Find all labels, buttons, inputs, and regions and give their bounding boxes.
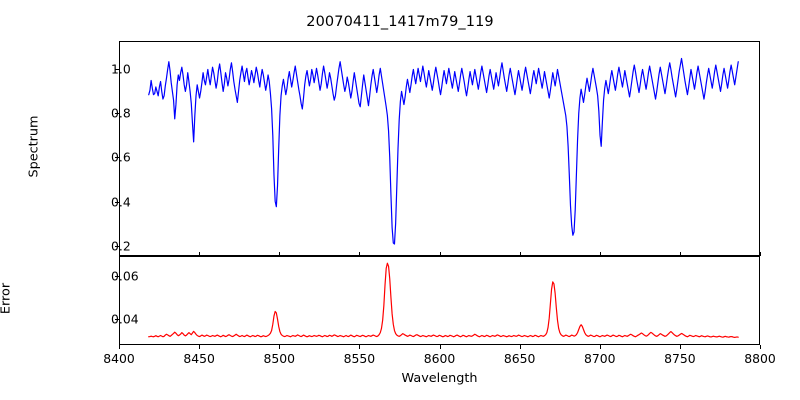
xtick-mark-upper xyxy=(760,252,762,256)
xtick-mark-upper xyxy=(119,252,121,256)
xtick-label-8700: 8700 xyxy=(583,351,616,366)
xtick-mark xyxy=(119,345,121,349)
xtick-mark xyxy=(599,345,601,349)
xtick-mark xyxy=(439,345,441,349)
xtick-label-8450: 8450 xyxy=(183,351,215,366)
figure-title: 20070411_1417m79_119 xyxy=(306,14,494,30)
ytick-mark xyxy=(115,201,119,203)
error-plot-panel xyxy=(119,256,760,345)
ytick-mark xyxy=(115,318,119,320)
xtick-label-8800: 8800 xyxy=(744,351,776,366)
xtick-mark xyxy=(760,345,762,349)
xtick-mark-upper xyxy=(439,252,441,256)
xtick-mark-upper xyxy=(279,252,281,256)
xtick-mark xyxy=(279,345,281,349)
xtick-mark xyxy=(359,345,361,349)
xtick-label-8600: 8600 xyxy=(423,351,456,366)
xtick-label-8550: 8550 xyxy=(343,351,376,366)
spectrum-plot-panel xyxy=(119,41,760,256)
xtick-mark-upper xyxy=(199,252,201,256)
xtick-mark-upper xyxy=(519,252,521,256)
ytick-mark xyxy=(115,246,119,248)
xtick-mark-upper xyxy=(359,252,361,256)
wavelength-axis-label: Wavelength xyxy=(401,371,478,386)
ytick-mark xyxy=(115,276,119,278)
error-axis-label: Error xyxy=(0,282,14,314)
error-line-plot xyxy=(148,262,739,338)
xtick-label-8500: 8500 xyxy=(263,351,296,366)
spectrum-line-plot xyxy=(148,57,739,245)
xtick-label-8400: 8400 xyxy=(103,351,135,366)
xtick-mark-upper xyxy=(679,252,681,256)
xtick-label-8750: 8750 xyxy=(664,351,696,366)
ytick-mark xyxy=(115,68,119,70)
xtick-mark-upper xyxy=(599,252,601,256)
xtick-mark xyxy=(679,345,681,349)
xtick-mark xyxy=(199,345,201,349)
ytick-mark xyxy=(115,113,119,115)
ytick-mark xyxy=(115,157,119,159)
xtick-label-8650: 8650 xyxy=(503,351,536,366)
xtick-mark xyxy=(519,345,521,349)
spectrum-axis-label: Spectrum xyxy=(26,115,42,178)
